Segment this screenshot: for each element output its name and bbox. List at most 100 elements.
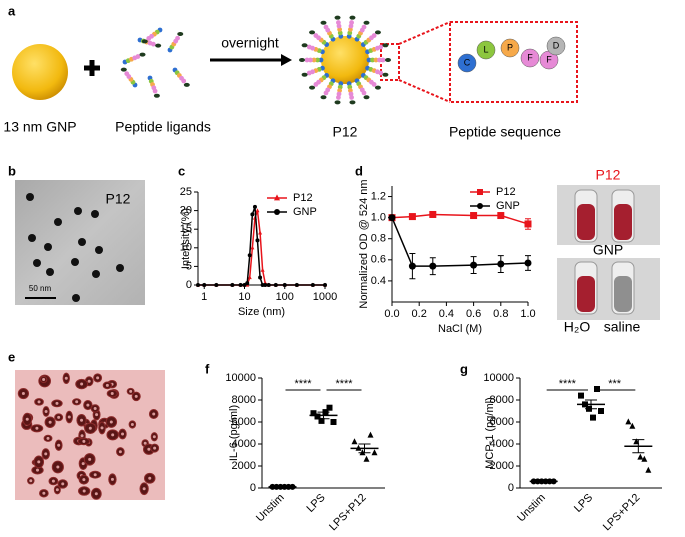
peptide-bead	[373, 57, 379, 63]
peptide-bead	[308, 57, 313, 63]
cell-center	[93, 406, 97, 410]
tube-liquid	[614, 204, 632, 240]
panel-label: f	[205, 361, 210, 376]
scheme-label: P12	[333, 124, 358, 140]
marker	[524, 220, 532, 228]
marker	[214, 283, 219, 287]
cell-center	[81, 462, 85, 466]
tube-liquid	[614, 276, 632, 312]
cell-center	[129, 389, 133, 393]
marker	[429, 210, 437, 218]
cell-center	[42, 491, 46, 495]
peptide-end	[309, 30, 316, 35]
zoom-box	[380, 43, 400, 81]
cell-center	[121, 432, 125, 436]
marker	[282, 283, 287, 287]
marker	[255, 208, 260, 213]
marker	[274, 194, 280, 201]
sequence-bead	[500, 38, 520, 58]
marker	[641, 455, 648, 462]
cell-center	[75, 400, 79, 404]
marker	[625, 418, 632, 425]
nanoparticle-dot	[95, 246, 103, 254]
legend-label: GNP	[293, 206, 317, 218]
peptide-end	[349, 15, 356, 20]
peptide-bead	[313, 33, 319, 38]
cell-center	[109, 420, 113, 424]
cell-center	[147, 447, 151, 451]
cell-center	[29, 479, 33, 483]
y-tick-label: 25	[180, 186, 192, 198]
marker	[202, 283, 207, 287]
cell-center	[44, 452, 48, 456]
y-tick-label: 8000	[490, 394, 514, 406]
scale-label: 50 nm	[29, 284, 52, 293]
marker	[245, 281, 250, 286]
marker	[363, 455, 370, 462]
line	[391, 217, 529, 267]
panel-label: g	[460, 361, 468, 376]
cell-center	[57, 415, 61, 419]
peptide-end	[374, 30, 381, 35]
marker	[247, 253, 252, 258]
cell-image	[15, 370, 165, 500]
marker	[598, 408, 604, 414]
sequence-letter: F	[546, 54, 552, 64]
nanoparticle-dot	[33, 259, 41, 267]
marker	[408, 213, 416, 221]
legend-label: P12	[293, 192, 313, 204]
marker	[524, 259, 532, 267]
marker	[497, 260, 505, 268]
x-tick-label: LPS	[572, 492, 595, 515]
nanoparticle-dot	[74, 207, 82, 215]
peptide-end	[301, 72, 308, 77]
sequence-letter: D	[553, 40, 560, 50]
y-tick-label: 6000	[490, 416, 514, 428]
line	[198, 210, 325, 286]
x-tick-label: 1000	[313, 291, 337, 303]
peptide-end	[320, 95, 327, 100]
tube-photo	[557, 258, 660, 320]
sequence-letter: F	[527, 52, 533, 62]
marker	[266, 283, 271, 287]
peptide-end	[334, 15, 341, 20]
scheme-label: Peptide sequence	[449, 124, 561, 140]
cell-center	[96, 376, 100, 380]
cell-center	[87, 379, 91, 383]
y-tick-label: 15	[180, 223, 192, 235]
peptide-bead	[378, 70, 384, 76]
marker	[247, 275, 252, 280]
cell-center	[80, 418, 84, 422]
cell-center	[64, 376, 68, 380]
cell-center	[110, 391, 114, 395]
peptide-bead	[336, 20, 341, 25]
peptide-bead	[318, 57, 324, 63]
cell-center	[36, 468, 40, 472]
peptide-bead	[370, 57, 375, 63]
peptide-bead	[323, 24, 329, 30]
nanoparticle-dot	[28, 234, 36, 242]
marker	[310, 410, 317, 417]
marker	[196, 283, 200, 287]
marker	[318, 417, 325, 424]
scheme-label: Peptide ligands	[115, 119, 211, 135]
peptide-end	[155, 43, 162, 48]
marker	[371, 449, 378, 456]
cell-center	[152, 412, 156, 416]
peptide-bead	[181, 78, 187, 84]
sequence-letter: C	[464, 57, 471, 67]
peptide-bead	[349, 20, 354, 25]
marker	[351, 438, 358, 445]
cell-center	[82, 478, 86, 482]
peptide-bead	[315, 57, 320, 63]
marker	[238, 283, 243, 287]
sequence-bead	[520, 48, 540, 68]
marker	[470, 261, 478, 269]
peptide-bead	[361, 24, 367, 30]
p12-particle	[321, 36, 369, 84]
error-bar	[632, 439, 645, 454]
panel-label: e	[8, 349, 15, 364]
panel-label: b	[8, 163, 16, 178]
marker	[263, 283, 268, 287]
